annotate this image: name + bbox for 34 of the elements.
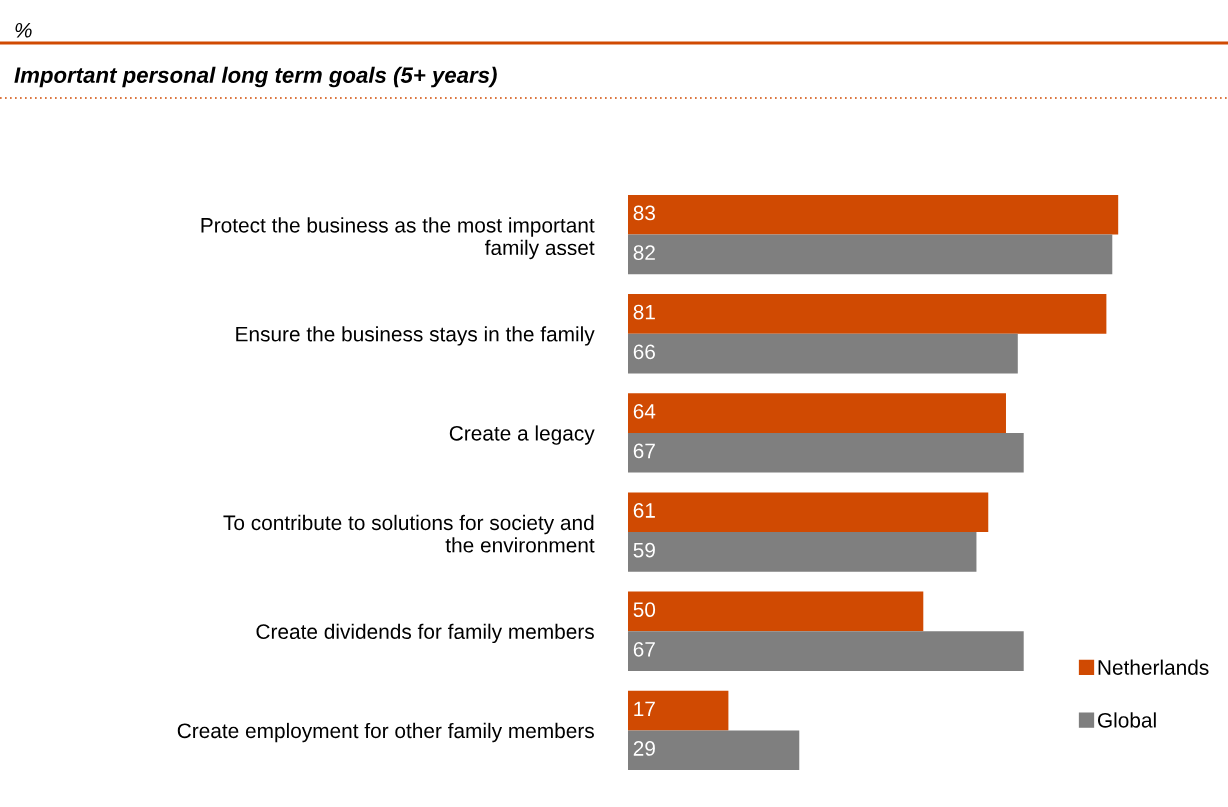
data-label: 29 [633,741,655,756]
bar [628,690,729,731]
text: Important personal long term goals (5+ years) [14,66,497,88]
bar [628,591,924,632]
data-label: 83 [633,205,655,221]
legend-label: Netherlands [1098,659,1209,675]
bar [628,492,989,533]
bar [628,393,1006,433]
bar [628,730,800,771]
y-tick-label: Create employment for other family members [177,722,594,743]
bar [628,432,1024,473]
bar [628,194,1119,235]
data-label: 64 [633,403,656,419]
data-label: 61 [633,503,655,518]
y-tick-label: To contribute to solutions for society and the environment [223,514,595,553]
bar [628,294,1107,334]
data-label: 67 [633,641,655,657]
y-tick-label: Create a legacy [449,425,595,445]
data-label: 17 [634,701,655,716]
data-label: 82 [633,245,655,261]
data-label: 67 [633,443,655,459]
data-label: 81 [633,304,655,320]
text: % [15,22,32,38]
y-tick-label: Protect the business as the most important family asset [201,217,595,260]
data-label: 59 [633,542,655,558]
legend-label: Global [1097,712,1156,728]
y-tick-label: Ensure the business stays in the family [236,326,595,346]
data-label: 50 [633,602,656,618]
bar [628,532,977,572]
bar [628,333,1018,374]
y-tick-label: Create dividends for family members [256,623,594,644]
bar [628,631,1024,671]
bar [628,234,1113,275]
data-label: 66 [633,344,655,360]
